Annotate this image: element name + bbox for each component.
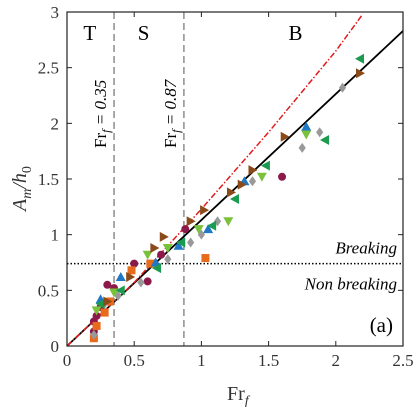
point-triangle-left-7: [320, 135, 330, 146]
point-triangle-left-5: [230, 194, 239, 205]
point-diamond-9: [298, 142, 306, 153]
non-breaking-label: Non breaking: [304, 275, 397, 294]
y-tick-label: 0.5: [38, 281, 59, 300]
point-triangle-left-2: [152, 263, 162, 274]
point-diamond-11: [338, 82, 347, 93]
point-diamond-0: [90, 329, 98, 340]
x-tick-label: 1: [197, 351, 206, 370]
point-triangle-right-1: [126, 271, 136, 282]
point-triangle-up-6: [301, 121, 312, 131]
point-square-6: [201, 254, 210, 263]
point-triangle-down-5: [223, 217, 234, 227]
point-triangle-left-4: [207, 220, 217, 231]
point-triangle-right-3: [159, 231, 169, 242]
point-triangle-left-3: [176, 237, 186, 248]
point-triangle-down-1: [109, 288, 120, 298]
point-square-2: [100, 308, 109, 317]
region-label-b: B: [288, 21, 302, 45]
point-diamond-8: [248, 176, 257, 187]
point-triangle-right-2: [150, 243, 160, 254]
y-tick-label: 2: [51, 114, 60, 133]
panel-label: (a): [370, 313, 393, 337]
point-triangle-down-7: [301, 130, 312, 140]
point-circle-10: [278, 172, 287, 181]
point-diamond-5: [187, 237, 195, 248]
point-triangle-left-0: [95, 298, 105, 309]
point-triangle-left-8: [354, 53, 364, 64]
x-tick-label: 0: [63, 351, 72, 370]
dashdot-line: [66, 13, 364, 347]
y-tick-label: 1: [51, 226, 60, 245]
point-diamond-3: [137, 277, 145, 288]
point-triangle-up-4: [203, 224, 214, 234]
point-circle-4: [103, 280, 112, 289]
point-circle-6: [130, 259, 139, 268]
point-triangle-right-6: [226, 187, 236, 198]
x-tick-label: 2.5: [392, 351, 413, 370]
point-diamond-10: [316, 127, 324, 138]
point-triangle-up-3: [173, 240, 184, 250]
point-square-4: [127, 266, 136, 275]
region-label-t: T: [83, 21, 96, 45]
point-diamond-4: [164, 254, 172, 265]
y-tick-label: 2.5: [38, 59, 59, 78]
point-triangle-right-0: [103, 296, 113, 307]
point-triangle-up-1: [115, 271, 126, 281]
point-triangle-down-3: [162, 244, 173, 254]
point-triangle-down-2: [142, 250, 153, 260]
y-tick-label: 1.5: [38, 170, 59, 189]
point-circle-7: [143, 277, 152, 286]
point-triangle-left-1: [115, 285, 125, 296]
point-triangle-right-9: [280, 131, 290, 142]
point-triangle-right-7: [237, 179, 247, 190]
point-triangle-down-0: [91, 306, 102, 316]
point-triangle-right-4: [186, 216, 196, 227]
point-triangle-down-4: [193, 225, 204, 235]
y-tick-label: 0: [51, 337, 60, 356]
point-triangle-right-8: [248, 165, 258, 176]
region-label-s: S: [138, 21, 150, 45]
point-square-1: [92, 321, 101, 330]
vline-label-0: Frf = 0.35: [91, 80, 113, 148]
x-tick-label: 1.5: [258, 351, 279, 370]
vline-label-1: Frf = 0.87: [161, 78, 183, 148]
point-circle-2: [92, 311, 101, 320]
point-circle-9: [181, 225, 190, 234]
x-tick-label: 2: [332, 351, 341, 370]
point-square-5: [146, 259, 155, 268]
annotations: Frf Am/h0 T S B Frf = 0.35 Frf = 0.87 Breaking N…: [9, 21, 397, 407]
breaking-label: Breaking: [335, 239, 397, 258]
y-tick-label: 3: [51, 3, 60, 22]
point-circle-8: [157, 250, 166, 259]
data-points: [89, 53, 365, 343]
point-triangle-up-2: [150, 257, 161, 267]
point-triangle-right-10: [355, 68, 365, 79]
point-triangle-left-6: [260, 160, 270, 171]
axes: 0 0.5 1 1.5 2 2.5 0 0.5 1 1.5 2 2.5 3: [38, 3, 414, 370]
x-tick-label: 0.5: [124, 351, 145, 370]
point-triangle-down-6: [256, 172, 267, 182]
y-axis-title: Am/h0: [9, 166, 35, 213]
point-triangle-right-5: [200, 205, 210, 216]
x-axis-title: Frf: [227, 383, 251, 407]
